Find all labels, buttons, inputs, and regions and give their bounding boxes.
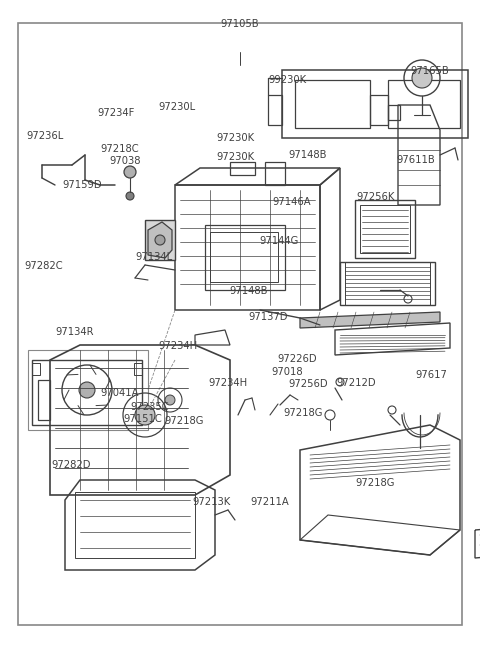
Circle shape <box>412 68 432 88</box>
Text: 99230K: 99230K <box>269 75 307 85</box>
Text: 97234H: 97234H <box>209 378 248 388</box>
Text: 97038: 97038 <box>109 156 141 166</box>
Text: 97146A: 97146A <box>273 196 311 207</box>
Polygon shape <box>148 222 172 258</box>
Bar <box>32 363 40 375</box>
Text: 97282D: 97282D <box>51 460 91 470</box>
Text: 97282C: 97282C <box>25 261 63 271</box>
Text: 97159D: 97159D <box>62 179 102 190</box>
Text: 97235C: 97235C <box>131 402 169 413</box>
Text: 97218G: 97218G <box>283 407 323 418</box>
Text: 97226D: 97226D <box>277 354 317 364</box>
Text: 97230K: 97230K <box>216 132 254 143</box>
Circle shape <box>165 395 175 405</box>
Text: 97105B: 97105B <box>221 18 259 29</box>
Text: 97151C: 97151C <box>124 413 163 424</box>
Text: 97230L: 97230L <box>158 102 195 113</box>
Text: 97148B: 97148B <box>229 286 268 296</box>
Circle shape <box>126 192 134 200</box>
Text: 97018: 97018 <box>271 367 303 377</box>
Text: 97218C: 97218C <box>101 143 139 154</box>
Text: 97611B: 97611B <box>396 155 435 166</box>
Text: 97211A: 97211A <box>251 496 289 507</box>
Text: 97617: 97617 <box>415 369 447 380</box>
Text: 97256D: 97256D <box>288 379 328 389</box>
Text: 97218G: 97218G <box>164 415 204 426</box>
Text: 97137D: 97137D <box>249 312 288 322</box>
Text: 97256K: 97256K <box>356 191 395 202</box>
Bar <box>134 363 142 375</box>
Text: 97041A: 97041A <box>101 388 139 398</box>
Text: 97218G: 97218G <box>355 478 395 489</box>
Text: 97234H: 97234H <box>158 341 198 351</box>
Text: 97165B: 97165B <box>410 66 449 76</box>
Text: 97134L: 97134L <box>136 252 173 262</box>
Circle shape <box>124 166 136 178</box>
Text: 97236L: 97236L <box>26 131 63 141</box>
Circle shape <box>155 235 165 245</box>
Polygon shape <box>145 220 175 260</box>
Text: 97144G: 97144G <box>259 236 299 246</box>
Text: 97212D: 97212D <box>336 378 376 388</box>
Text: 97230K: 97230K <box>216 152 254 162</box>
Circle shape <box>79 382 95 398</box>
Polygon shape <box>300 312 440 328</box>
Text: 97134R: 97134R <box>55 327 94 337</box>
Text: 97148B: 97148B <box>288 149 326 160</box>
Circle shape <box>135 405 155 425</box>
Text: 97234F: 97234F <box>97 108 134 119</box>
Text: 97213K: 97213K <box>192 496 230 507</box>
